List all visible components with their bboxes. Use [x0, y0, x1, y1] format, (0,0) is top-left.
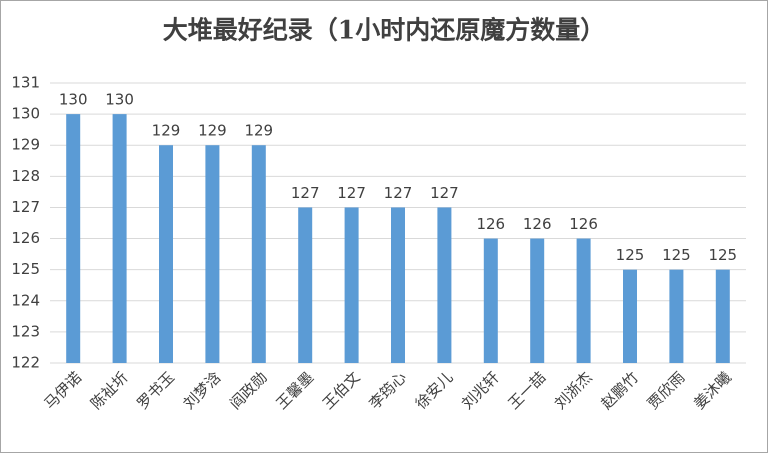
bar: [66, 114, 81, 363]
y-tick-label: 123: [11, 322, 40, 340]
bar: [251, 145, 266, 363]
data-label: 127: [291, 184, 320, 202]
bar: [391, 207, 405, 363]
bar: [205, 145, 220, 363]
y-tick-label: 126: [11, 229, 40, 247]
data-label: 126: [476, 215, 505, 233]
data-label: 125: [616, 246, 645, 264]
y-tick-label: 124: [11, 291, 40, 309]
y-tick-label: 122: [11, 354, 40, 372]
y-tick-label: 129: [11, 136, 40, 154]
bar: [159, 145, 173, 363]
y-tick-label: 130: [11, 105, 40, 123]
y-tick-label: 127: [11, 198, 40, 216]
data-label: 130: [105, 91, 134, 109]
data-label: 125: [662, 246, 691, 264]
data-label: 129: [152, 122, 181, 140]
bar: [112, 114, 127, 363]
data-label: 127: [384, 184, 413, 202]
data-label: 126: [569, 215, 598, 233]
data-label: 129: [244, 122, 273, 140]
y-tick-label: 128: [11, 167, 40, 185]
chart-title: 大堆最好纪录（1小时内还原魔方数量）: [163, 16, 605, 45]
data-label: 129: [198, 122, 227, 140]
bar: [344, 207, 359, 363]
bar: [483, 238, 498, 363]
bar: [669, 269, 684, 363]
bar: [715, 269, 730, 363]
data-label: 127: [430, 184, 459, 202]
bar: [576, 238, 591, 363]
bar: [530, 238, 545, 363]
y-tick-label: 131: [11, 74, 40, 92]
data-label: 126: [523, 215, 552, 233]
data-label: 125: [708, 246, 737, 264]
data-label: 130: [59, 91, 88, 109]
data-label: 127: [337, 184, 366, 202]
bar: [298, 207, 313, 363]
bar: [623, 269, 637, 363]
y-tick-label: 125: [11, 260, 40, 278]
bar: [437, 207, 452, 363]
